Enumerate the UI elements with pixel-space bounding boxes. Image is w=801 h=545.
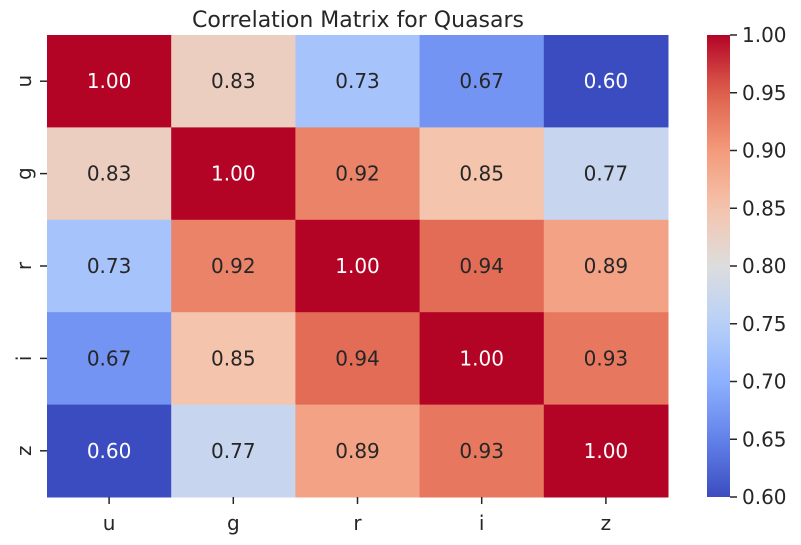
y-axis: u g r i z bbox=[12, 75, 47, 456]
heatmap-cell-u-i bbox=[419, 35, 545, 128]
cell-value-label-g-z: 0.77 bbox=[584, 162, 629, 186]
heatmap-cell-g-r bbox=[295, 127, 421, 221]
heatmap-cell-i-i bbox=[419, 312, 545, 406]
heatmap-cell-r-r bbox=[295, 219, 421, 313]
heatmap-cell-z-g bbox=[171, 404, 296, 498]
heatmap-cell-i-r bbox=[295, 312, 421, 406]
heatmap-cell-z-u bbox=[47, 404, 172, 498]
cell-value-label-z-i: 0.93 bbox=[459, 439, 504, 463]
cell-value-label-i-z: 0.93 bbox=[584, 346, 629, 370]
heatmap-cell-u-z bbox=[543, 35, 669, 128]
cell-value-label-z-z: 1.00 bbox=[584, 439, 629, 463]
colorbar-tick-label-0.70: 0.70 bbox=[742, 370, 787, 394]
heatmap-cell-r-u bbox=[47, 219, 172, 313]
y-tick-label-u: u bbox=[12, 75, 36, 88]
colorbar-tick-label-0.80: 0.80 bbox=[742, 254, 787, 278]
cell-value-label-g-i: 0.85 bbox=[459, 162, 504, 186]
heatmap-cell-r-g bbox=[171, 219, 296, 313]
heatmap-cells: 1.00 0.83 0.73 0.67 0.60 0.83 1.00 0.92 0.85 0.77… bbox=[47, 35, 669, 498]
cell-value-label-u-r: 0.73 bbox=[335, 69, 380, 93]
heatmap-cell-r-z bbox=[543, 219, 669, 313]
x-tick-label-u: u bbox=[103, 511, 116, 535]
heatmap-cell-z-r bbox=[295, 404, 421, 498]
y-tick-label-r: r bbox=[12, 261, 36, 270]
heatmap-cell-r-i bbox=[419, 219, 545, 313]
heatmap-cell-g-i bbox=[419, 127, 545, 221]
cell-value-label-g-g: 1.00 bbox=[211, 162, 256, 186]
cell-value-label-i-g: 0.85 bbox=[211, 346, 256, 370]
cell-value-label-r-g: 0.92 bbox=[211, 254, 256, 278]
cell-value-label-u-u: 1.00 bbox=[87, 69, 132, 93]
heatmap-cell-g-z bbox=[543, 127, 669, 221]
cell-value-label-i-i: 1.00 bbox=[459, 346, 504, 370]
y-tick-label-z: z bbox=[12, 446, 36, 457]
heatmap-cell-u-r bbox=[295, 35, 421, 128]
cell-value-label-r-i: 0.94 bbox=[459, 254, 504, 278]
heatmap-cell-i-u bbox=[47, 312, 172, 406]
cell-value-label-u-i: 0.67 bbox=[459, 69, 504, 93]
colorbar-tick-label-0.60: 0.60 bbox=[742, 485, 787, 509]
heatmap-cell-z-i bbox=[419, 404, 545, 498]
cell-value-label-z-u: 0.60 bbox=[87, 439, 132, 463]
heatmap-cell-i-z bbox=[543, 312, 669, 406]
y-tick-label-i: i bbox=[12, 356, 36, 362]
x-tick-label-r: r bbox=[353, 511, 362, 535]
heatmap-cell-u-g bbox=[171, 35, 296, 128]
cell-value-label-r-z: 0.89 bbox=[584, 254, 629, 278]
colorbar-tick-label-0.95: 0.95 bbox=[742, 81, 787, 105]
heatmap-cell-z-z bbox=[543, 404, 669, 498]
x-tick-label-i: i bbox=[479, 511, 485, 535]
colorbar-tick-label-0.85: 0.85 bbox=[742, 196, 787, 220]
x-tick-label-z: z bbox=[601, 511, 612, 535]
heatmap-cell-g-g bbox=[171, 127, 296, 221]
cell-value-label-r-r: 1.00 bbox=[335, 254, 380, 278]
heatmap-cell-i-g bbox=[171, 312, 296, 406]
cell-value-label-r-u: 0.73 bbox=[87, 254, 132, 278]
cell-value-label-g-u: 0.83 bbox=[87, 162, 132, 186]
cell-value-label-u-z: 0.60 bbox=[584, 69, 629, 93]
cell-value-label-i-r: 0.94 bbox=[335, 346, 380, 370]
x-tick-label-g: g bbox=[227, 511, 240, 535]
cell-value-label-z-r: 0.89 bbox=[335, 439, 380, 463]
colorbar-tick-label-0.90: 0.90 bbox=[742, 139, 787, 163]
heatmap-cell-u-u bbox=[47, 35, 172, 128]
cell-value-label-u-g: 0.83 bbox=[211, 69, 256, 93]
cell-value-label-i-u: 0.67 bbox=[87, 346, 132, 370]
colorbar: 0.60 0.65 0.70 0.75 0.80 0.85 0.90 0.95 1.00 bbox=[707, 23, 787, 509]
cell-value-label-z-g: 0.77 bbox=[211, 439, 256, 463]
colorbar-tick-label-0.65: 0.65 bbox=[742, 427, 787, 451]
chart-title: Correlation Matrix for Quasars bbox=[192, 8, 524, 33]
colorbar-tick-label-1.00: 1.00 bbox=[742, 23, 787, 47]
colorbar-tick-label-0.75: 0.75 bbox=[742, 312, 787, 336]
y-tick-label-g: g bbox=[12, 167, 36, 180]
cell-value-label-g-r: 0.92 bbox=[335, 162, 380, 186]
colorbar-gradient bbox=[707, 35, 730, 497]
heatmap-cell-g-u bbox=[47, 127, 172, 221]
